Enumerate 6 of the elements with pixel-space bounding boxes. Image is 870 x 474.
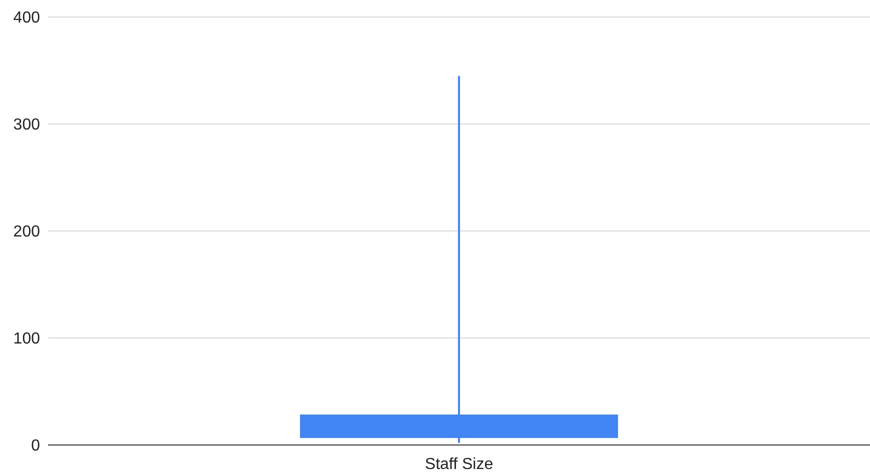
y-tick-label: 0 (31, 438, 40, 455)
x-tick-label: Staff Size (424, 456, 494, 473)
y-tick-label: 100 (13, 330, 40, 348)
y-tick-label: 400 (13, 10, 40, 27)
y-tick-label: 200 (13, 224, 40, 241)
y-tick-label: 300 (13, 116, 40, 134)
